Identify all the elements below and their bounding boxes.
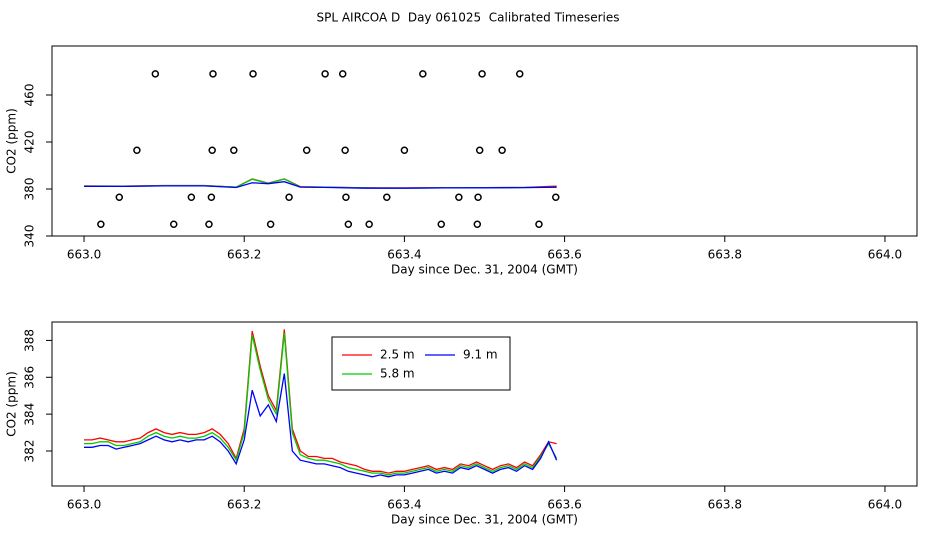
data-point: [115, 193, 124, 201]
y-tick-label: 380: [23, 178, 37, 201]
data-point: [455, 193, 463, 201]
data-point: [302, 146, 311, 154]
y-tick-label: 420: [23, 131, 37, 154]
data-point: [475, 146, 484, 154]
data-point: [552, 193, 560, 201]
y-axis-label: CO2 (ppm): [5, 371, 19, 437]
series-line: [84, 373, 558, 478]
data-point: [515, 70, 524, 78]
x-tick-label: 663.6: [547, 248, 581, 262]
data-point: [209, 70, 217, 78]
data-point: [208, 146, 216, 154]
data-point: [478, 70, 486, 78]
chart-title: SPL AIRCOA D Day 061025 Calibrated Times…: [316, 11, 619, 25]
data-point: [249, 70, 257, 78]
data-point: [230, 146, 238, 154]
x-axis-label: Day since Dec. 31, 2004 (GMT): [391, 263, 578, 277]
data-point: [341, 146, 349, 154]
x-tick-label: 663.6: [547, 498, 581, 512]
y-tick-label: 388: [23, 329, 37, 352]
data-point: [383, 193, 391, 201]
series-line: [84, 181, 557, 189]
data-point: [365, 220, 373, 228]
data-point: [151, 70, 160, 78]
legend-label: 9.1 m: [463, 348, 498, 362]
x-tick-label: 664.0: [868, 498, 902, 512]
data-point: [207, 193, 216, 201]
y-tick-label: 460: [23, 84, 37, 107]
data-point: [342, 193, 350, 201]
data-point: [205, 220, 213, 228]
x-axis-label: Day since Dec. 31, 2004 (GMT): [391, 513, 578, 527]
data-point: [285, 193, 293, 201]
x-tick-label: 663.2: [227, 248, 261, 262]
x-tick-label: 664.0: [868, 248, 902, 262]
y-tick-label: 384: [23, 403, 37, 426]
x-tick-label: 663.8: [708, 498, 742, 512]
data-point: [344, 220, 353, 228]
x-tick-label: 663.4: [387, 248, 421, 262]
data-point: [400, 146, 409, 154]
x-tick-label: 663.0: [67, 248, 101, 262]
data-point: [419, 70, 427, 78]
legend-box: [331, 336, 511, 391]
y-tick-label: 382: [23, 440, 37, 463]
y-tick-label: 340: [23, 225, 37, 248]
data-point: [169, 220, 178, 228]
legend-label: 5.8 m: [380, 367, 415, 381]
x-tick-label: 663.0: [67, 498, 101, 512]
data-point: [133, 146, 141, 154]
data-point: [97, 220, 105, 228]
data-point: [321, 70, 329, 78]
plot-frame: [51, 321, 918, 487]
data-point: [338, 70, 347, 78]
data-point: [474, 193, 482, 201]
plot-frame: [51, 45, 918, 237]
x-tick-label: 663.4: [387, 498, 421, 512]
data-point: [187, 193, 196, 201]
data-point: [498, 146, 506, 154]
data-point: [437, 220, 445, 228]
data-point: [266, 220, 275, 228]
series-line: [84, 329, 557, 474]
legend-label: 2.5 m: [380, 348, 415, 362]
y-tick-label: 386: [23, 366, 37, 389]
data-point: [473, 220, 482, 228]
y-axis-label: CO2 (ppm): [5, 108, 19, 174]
series-line: [84, 333, 558, 476]
x-tick-label: 663.8: [708, 248, 742, 262]
data-point: [535, 220, 543, 228]
x-tick-label: 663.2: [227, 498, 261, 512]
